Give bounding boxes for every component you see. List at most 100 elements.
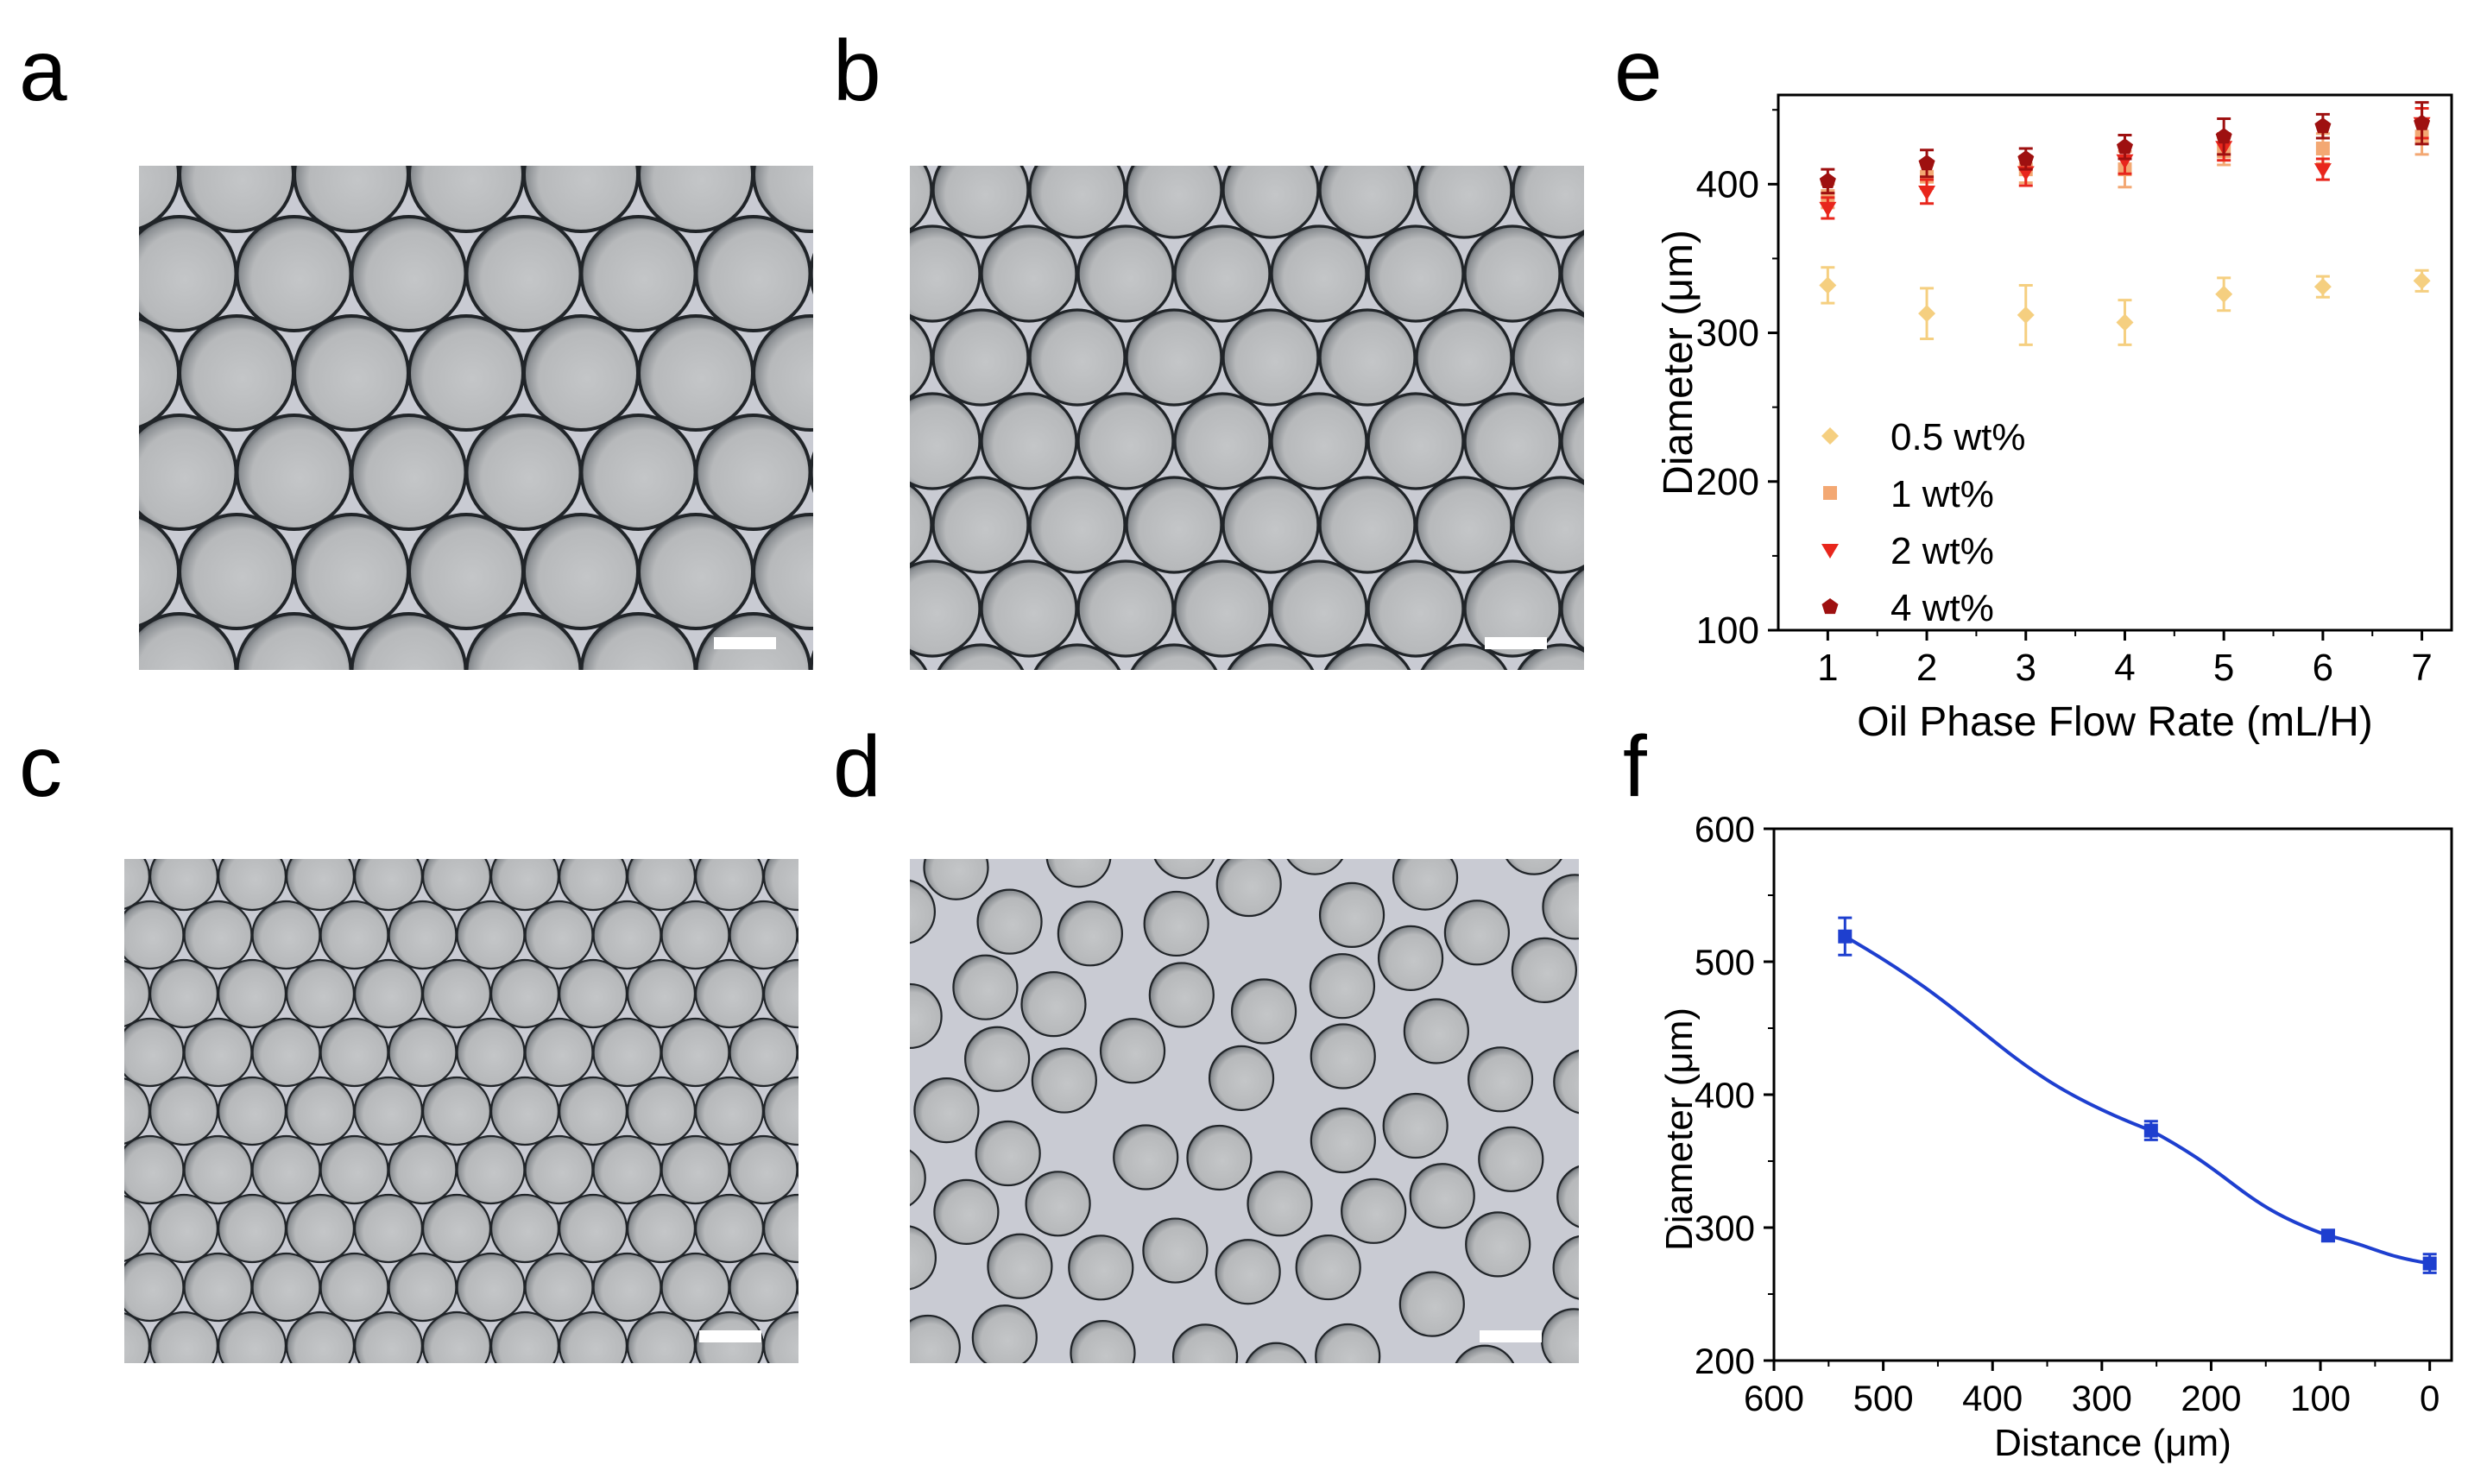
data-point [2143,1123,2158,1138]
droplet [1309,953,1376,1020]
droplet [407,314,525,432]
data-point [2313,163,2332,179]
droplet [1367,559,1465,658]
droplet [558,1193,628,1264]
droplet [456,1017,526,1088]
droplet [729,1252,798,1323]
droplet [1415,166,1513,239]
x-tick-label: 2 [1916,647,1937,689]
droplet [524,1017,594,1088]
droplet [1465,1211,1531,1278]
droplet [421,1193,492,1264]
droplet [1512,308,1584,407]
droplet [910,879,937,944]
droplet [124,1134,185,1205]
droplet [1556,1165,1579,1228]
data-point [1819,172,1836,188]
droplet [910,483,933,567]
droplet [660,900,730,970]
droplet [388,1134,458,1205]
droplet [1270,224,1368,323]
droplet [752,166,813,233]
droplet [637,314,754,432]
data-point [2017,150,2035,167]
droplet [1057,900,1123,967]
droplet [388,1252,458,1323]
droplet [522,314,640,432]
droplet [464,414,583,531]
droplet [464,215,583,332]
droplet [729,1134,798,1205]
droplet [976,888,1043,955]
droplet [148,1076,219,1146]
droplet [579,215,697,332]
series-0 [1819,266,2431,346]
droplet [124,1017,185,1088]
droplet [910,1314,961,1363]
droplet [809,451,813,494]
droplet [353,958,424,1029]
x-tick-label: 4 [2114,647,2135,689]
droplet [1215,1239,1281,1305]
droplet [952,954,1019,1020]
panel-label-f: f [1623,718,1647,815]
series-3 [1819,101,2431,195]
droplet [1420,643,1508,670]
droplet [1270,392,1368,490]
droplet [937,643,1025,670]
droplet [1186,1124,1253,1191]
data-point [2320,1228,2335,1243]
droplet [1076,392,1175,490]
droplet [1028,308,1127,407]
y-tick-label: 200 [1695,1341,1755,1381]
droplet [729,1017,798,1088]
droplet [1028,166,1127,239]
droplet [1286,859,1344,875]
droplet [217,1076,287,1146]
scale-bar [1480,1330,1542,1342]
droplet [1142,1217,1209,1284]
droplet [1478,1126,1544,1192]
droplet [1517,643,1584,670]
droplet [987,1233,1053,1299]
x-tick-label: 300 [2072,1378,2132,1418]
scale-bar [1485,637,1547,649]
droplet [1323,643,1411,670]
droplet [1455,1344,1515,1363]
droplet [1099,1018,1166,1084]
droplet [592,900,662,970]
droplet [1143,890,1209,957]
droplet [1270,559,1368,658]
droplet [1221,166,1320,239]
y-axis-label: Diameter (μm) [1656,230,1701,496]
droplet [1318,476,1417,574]
droplet [1512,166,1584,239]
droplet [139,414,238,531]
droplet [217,1193,287,1264]
droplet [1542,874,1579,940]
droplet [1310,1023,1376,1089]
droplet [592,1134,662,1205]
droplet [694,958,765,1029]
y-tick-label: 400 [1695,1075,1755,1115]
droplet [353,1076,424,1146]
data-point [1918,155,1935,171]
droplet [910,392,982,490]
droplet [353,1193,424,1264]
droplet [421,958,492,1029]
droplet [178,314,295,432]
droplet [285,1076,356,1146]
droplet [1463,559,1562,658]
droplet [1173,224,1272,323]
droplet [319,1134,389,1205]
droplet [910,559,982,658]
droplet [1560,399,1584,483]
droplet [183,1252,253,1323]
data-point [2314,117,2332,134]
droplet [910,1149,926,1207]
droplet [1148,962,1215,1028]
droplet [1310,1107,1376,1174]
droplet [1215,859,1282,918]
droplet [762,859,798,912]
droplet [1403,998,1469,1064]
